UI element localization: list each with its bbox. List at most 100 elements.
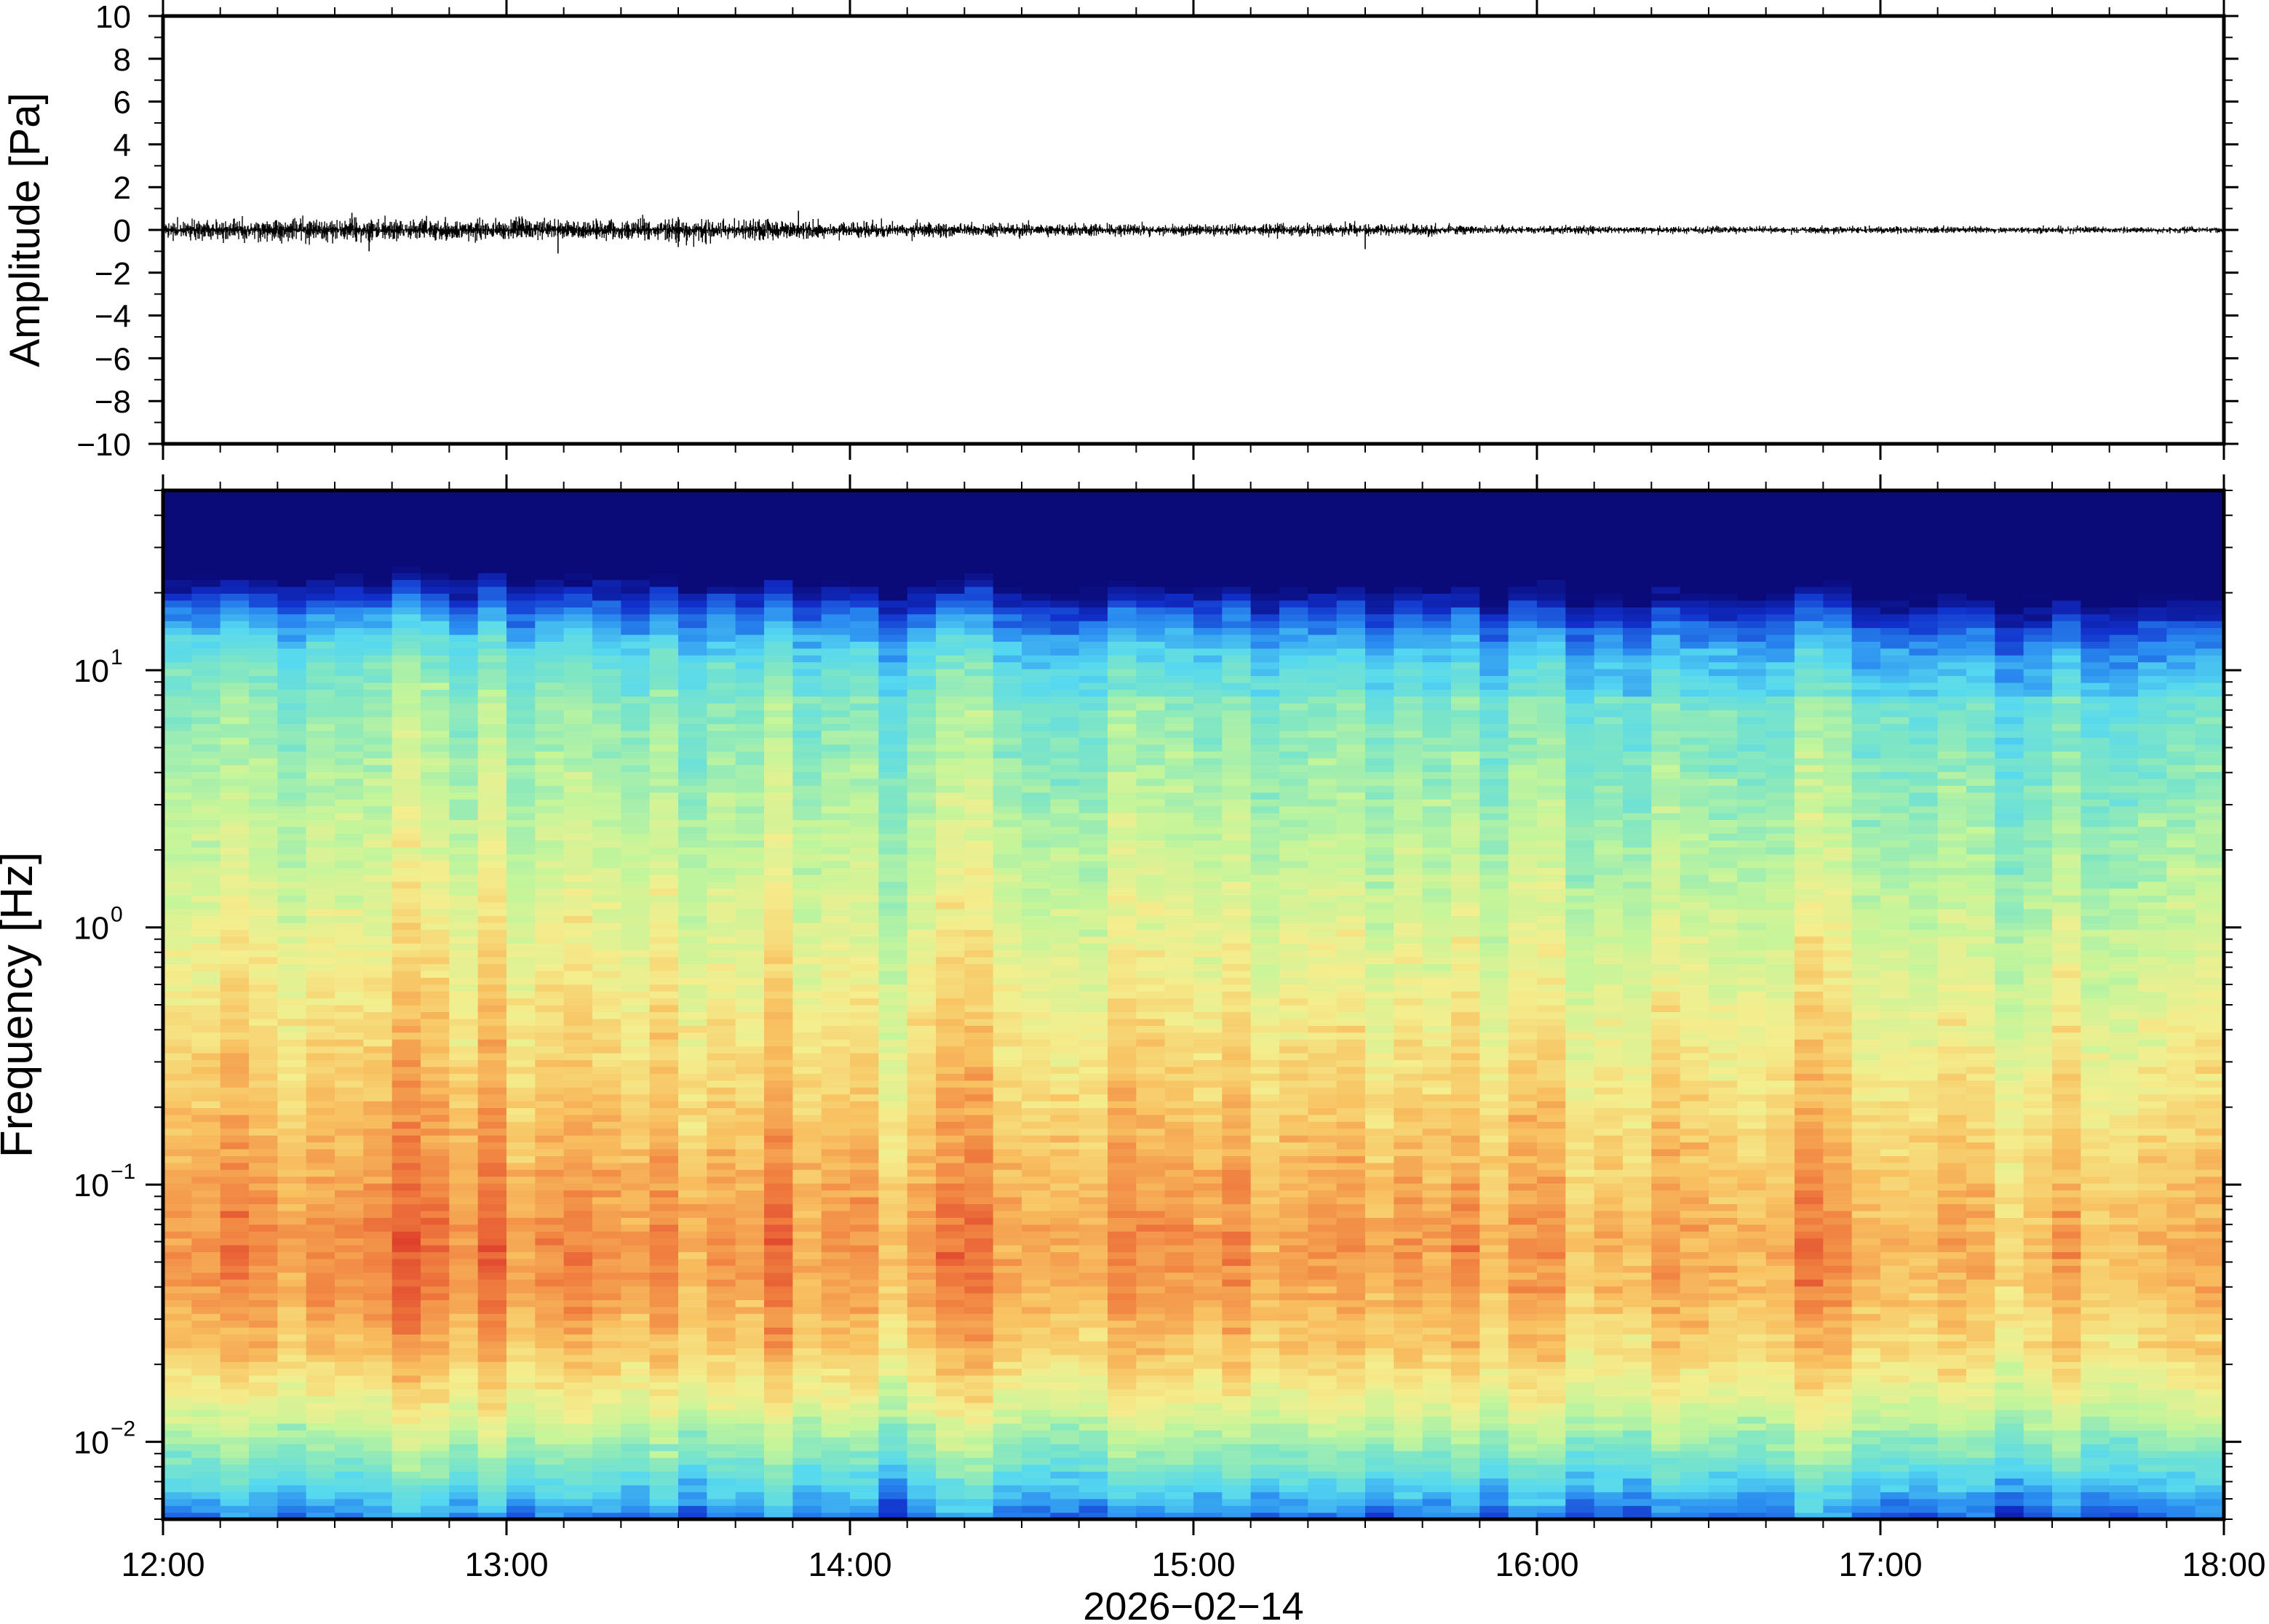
spectrogram-cell: [563, 1334, 593, 1342]
spectrogram-cell: [936, 1155, 965, 1163]
spectrogram-cell: [363, 1409, 393, 1417]
spectrogram-cell: [735, 1121, 765, 1129]
spectrogram-cell: [592, 826, 621, 834]
spectrogram-cell: [649, 1368, 679, 1376]
spectrogram-cell: [191, 1224, 221, 1232]
spectrogram-cell: [421, 1162, 450, 1170]
spectrogram-cell: [363, 1073, 393, 1081]
spectrogram-cell: [649, 682, 679, 690]
spectrogram-cell: [535, 586, 565, 594]
spectrogram-cell: [821, 1190, 851, 1198]
spectrogram-cell: [735, 627, 765, 635]
spectrogram-cell: [449, 840, 479, 848]
spectrogram-cell: [936, 757, 965, 765]
spectrogram-cell: [678, 511, 707, 519]
spectrogram-cell: [964, 1361, 994, 1369]
spectrogram-cell: [363, 1005, 393, 1013]
spectrogram-cell: [535, 737, 565, 745]
spectrogram-cell: [191, 689, 221, 697]
spectrogram-cell: [335, 819, 364, 827]
spectrogram-cell: [306, 531, 335, 539]
spectrogram-cell: [821, 1375, 851, 1383]
spectrogram-cell: [449, 1142, 479, 1150]
spectrogram-cell: [277, 552, 307, 560]
spectrogram-cell: [477, 1388, 507, 1396]
spectrogram-cell: [477, 805, 507, 813]
spectrogram-cell: [878, 579, 908, 587]
spectrogram-cell: [220, 998, 250, 1006]
spectrogram-cell: [477, 1265, 507, 1273]
spectrogram-cell: [678, 1114, 707, 1122]
spectrogram-cell: [277, 1409, 307, 1417]
spectrogram-cell: [163, 1066, 192, 1074]
spectrogram-cell: [335, 531, 364, 539]
spectrogram-cell: [306, 1478, 335, 1486]
spectrogram-cell: [735, 709, 765, 717]
spectrogram-cell: [277, 1258, 307, 1266]
spectrogram-cell: [936, 1052, 965, 1061]
spectrogram-cell: [249, 1046, 278, 1054]
spectrogram-cell: [821, 511, 851, 519]
spectrogram-cell: [1050, 1471, 1080, 1479]
spectrogram-cell: [792, 757, 822, 765]
spectrogram-cell: [335, 1128, 364, 1136]
spectrogram-cell: [163, 1005, 192, 1013]
spectrogram-cell: [936, 1100, 965, 1108]
spectrogram-cell: [277, 1348, 307, 1356]
spectrogram-cell: [277, 669, 307, 677]
spectrogram-cell: [907, 661, 937, 669]
spectrogram-cell: [649, 1265, 679, 1273]
spectrogram-cell: [1050, 538, 1080, 546]
spectrogram-cell: [907, 1396, 937, 1404]
spectrogram-cell: [621, 1046, 651, 1054]
spectrogram-cell: [506, 1498, 536, 1506]
spectrogram-cell: [592, 1348, 621, 1356]
spectrogram-cell: [163, 744, 192, 752]
spectrogram-cell: [1050, 984, 1080, 992]
spectrogram-cell: [277, 1368, 307, 1376]
spectrogram-cell: [764, 490, 793, 498]
spectrogram-cell: [477, 669, 507, 677]
spectrogram-cell: [678, 552, 707, 560]
spectrogram-cell: [277, 1354, 307, 1362]
spectrogram-cell: [535, 1409, 565, 1417]
spectrogram-cell: [421, 874, 450, 882]
spectrogram-cell: [535, 559, 565, 567]
spectrogram-cell: [277, 1011, 307, 1019]
spectrogram-cell: [535, 593, 565, 601]
spectrogram-cell: [621, 1327, 651, 1335]
spectrogram-cell: [249, 1100, 278, 1108]
spectrogram-cell: [735, 552, 765, 560]
spectrogram-cell: [878, 545, 908, 553]
spectrogram-cell: [907, 1265, 937, 1273]
spectrogram-cell: [678, 1190, 707, 1198]
spectrogram-cell: [392, 1368, 421, 1376]
spectrogram-cell: [1050, 689, 1080, 697]
spectrogram-cell: [1022, 1505, 1051, 1513]
spectrogram-cell: [249, 1203, 278, 1211]
spectrogram-cell: [678, 1382, 707, 1390]
spectrogram-cell: [477, 1368, 507, 1376]
spectrogram-cell: [563, 1478, 593, 1486]
spectrogram-cell: [477, 503, 507, 512]
spectrogram-cell: [363, 1444, 393, 1452]
spectrogram-cell: [792, 1292, 822, 1300]
waveform-y-tick-label: −10: [76, 427, 131, 463]
spectrogram-cell: [964, 901, 994, 909]
spectrogram-cell: [277, 1416, 307, 1424]
spectrogram-cell: [335, 538, 364, 546]
spectrogram-cell: [392, 833, 421, 841]
spectrogram-cell: [621, 861, 651, 869]
spectrogram-cell: [220, 538, 250, 546]
spectrogram-cell: [735, 1100, 765, 1108]
spectrogram-cell: [678, 1196, 707, 1204]
spectrogram-cell: [363, 1402, 393, 1410]
spectrogram-cell: [335, 909, 364, 917]
spectrogram-cell: [1050, 1286, 1080, 1294]
spectrogram-cell: [449, 682, 479, 690]
spectrogram-cell: [1022, 861, 1051, 869]
spectrogram-cell: [936, 525, 965, 533]
spectrogram-cell: [621, 689, 651, 697]
spectrogram-cell: [821, 744, 851, 752]
spectrogram-cell: [392, 1032, 421, 1040]
